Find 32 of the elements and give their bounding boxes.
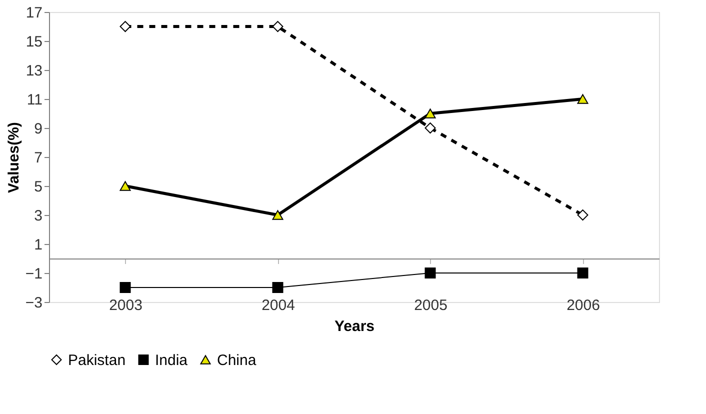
x-tick-label: 2006 bbox=[566, 297, 600, 314]
point bbox=[120, 181, 131, 191]
y-axis-title: Values(%) bbox=[5, 122, 22, 193]
point bbox=[272, 210, 284, 220]
y-tick-label: 13 bbox=[26, 62, 42, 80]
legend-label: China bbox=[217, 352, 257, 369]
y-tick-label: 11 bbox=[26, 92, 42, 108]
point bbox=[120, 21, 131, 32]
y-tick-label: 17 bbox=[26, 4, 42, 22]
y-tick-label: 1 bbox=[34, 236, 42, 254]
point bbox=[424, 108, 436, 118]
y-tick-label: −3 bbox=[25, 294, 42, 312]
y-tick-label: −1 bbox=[25, 266, 42, 282]
point bbox=[424, 122, 436, 134]
point bbox=[272, 21, 284, 32]
x-tick-label: 2003 bbox=[109, 297, 142, 314]
legend-label: India bbox=[155, 352, 188, 369]
point bbox=[424, 268, 436, 278]
point bbox=[120, 282, 131, 293]
y-tick-label: 9 bbox=[34, 120, 42, 138]
point bbox=[272, 282, 284, 293]
point bbox=[577, 94, 588, 104]
y-tick-label: 15 bbox=[26, 34, 42, 50]
x-tick-label: 2005 bbox=[414, 297, 448, 314]
y-tick-label: 3 bbox=[34, 208, 42, 224]
point bbox=[577, 268, 588, 278]
point bbox=[577, 210, 588, 220]
x-tick-label: 2004 bbox=[262, 297, 295, 314]
x-axis-title: Years bbox=[334, 318, 375, 335]
y-tick-label: 5 bbox=[34, 178, 42, 196]
legend-label: Pakistan bbox=[68, 352, 126, 369]
y-tick-label: 7 bbox=[34, 150, 42, 166]
